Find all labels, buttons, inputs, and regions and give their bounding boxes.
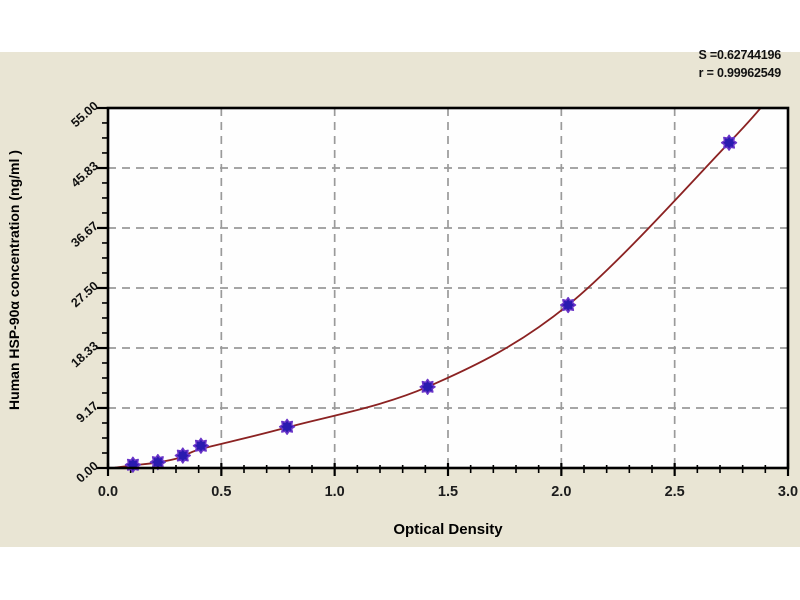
data-point-marker: [419, 378, 436, 395]
x-tick-label: 1.0: [325, 484, 345, 500]
y-tick-label: 45.83: [68, 159, 101, 190]
y-tick-label: 0.00: [74, 459, 101, 486]
x-axis-title: Optical Density: [393, 521, 503, 538]
correlation-stat-label: r =: [698, 66, 717, 80]
fit-statistics: S =0.62744196 r = 0.99962549: [698, 46, 781, 82]
x-tick-label: 3.0: [778, 484, 798, 500]
correlation-stat: r = 0.99962549: [698, 64, 782, 82]
y-tick-label: 18.33: [68, 339, 101, 370]
x-tick-label: 0.0: [98, 484, 118, 500]
correlation-stat-value: 0.99962549: [716, 66, 781, 80]
y-tick-label: 9.17: [74, 399, 101, 426]
y-tick-label: 36.67: [68, 219, 101, 250]
data-point-marker: [278, 418, 296, 435]
slope-stat-value: 0.62744196: [716, 48, 781, 62]
data-point-marker: [149, 453, 167, 471]
x-tick-label: 0.5: [211, 484, 231, 500]
data-point-marker: [720, 134, 738, 151]
x-tick-label: 1.5: [438, 484, 458, 500]
data-point-marker: [174, 447, 191, 464]
x-tick-label: 2.0: [551, 484, 571, 500]
data-point-marker: [192, 437, 210, 454]
slope-stat-label: S =: [698, 48, 717, 62]
x-tick-label: 2.5: [665, 484, 685, 500]
data-point-marker: [559, 296, 577, 314]
slope-stat: S =0.62744196: [698, 46, 781, 64]
plot-frame: [106, 106, 790, 470]
data-point-marker: [124, 456, 142, 473]
y-tick-label: 55.00: [68, 99, 101, 130]
y-tick-label: 27.50: [68, 279, 101, 310]
